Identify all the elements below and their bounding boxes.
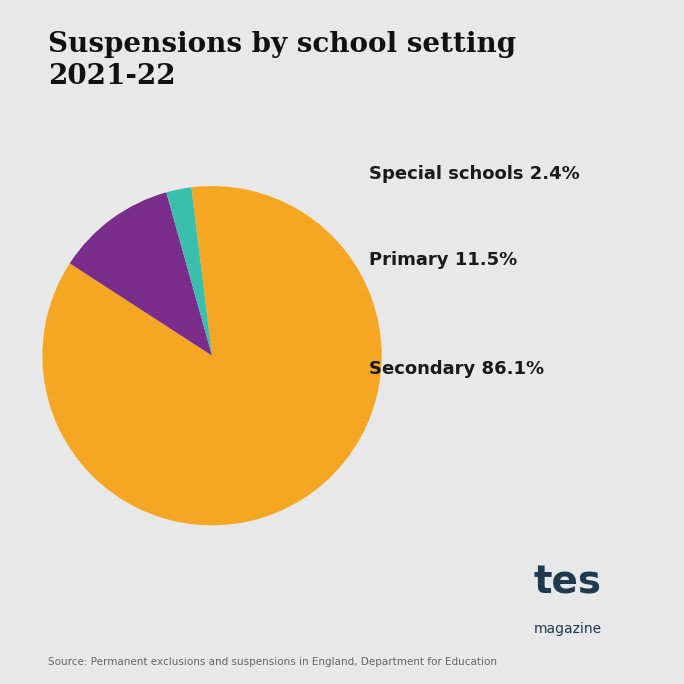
Text: Secondary 86.1%: Secondary 86.1% bbox=[369, 360, 544, 378]
Text: Source: Permanent exclusions and suspensions in England, Department for Educatio: Source: Permanent exclusions and suspens… bbox=[48, 657, 497, 667]
Wedge shape bbox=[70, 192, 212, 356]
Text: Primary 11.5%: Primary 11.5% bbox=[369, 251, 518, 269]
Wedge shape bbox=[166, 187, 212, 356]
Text: Suspensions by school setting
2021-22: Suspensions by school setting 2021-22 bbox=[48, 31, 516, 90]
Text: magazine: magazine bbox=[534, 622, 602, 636]
Text: Special schools 2.4%: Special schools 2.4% bbox=[369, 166, 580, 183]
Wedge shape bbox=[42, 186, 382, 525]
Text: tes: tes bbox=[534, 564, 602, 602]
